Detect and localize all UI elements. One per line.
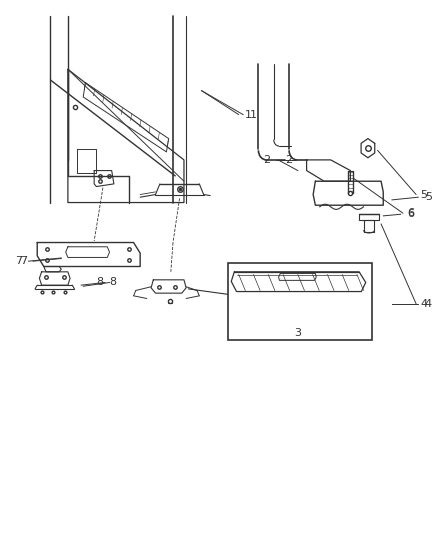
Text: 8: 8: [110, 278, 117, 287]
Text: 4: 4: [420, 299, 427, 309]
Text: 7: 7: [15, 256, 22, 266]
Bar: [228, 263, 372, 340]
Text: 5: 5: [425, 192, 432, 202]
Text: 3: 3: [294, 328, 301, 338]
Text: 2: 2: [285, 155, 292, 165]
Text: 1: 1: [250, 110, 257, 119]
Text: 8: 8: [96, 278, 103, 287]
Text: 4: 4: [425, 299, 432, 309]
Text: 6: 6: [407, 209, 414, 219]
Text: 6: 6: [407, 208, 414, 218]
Text: 1: 1: [245, 110, 252, 119]
Text: 2: 2: [264, 155, 271, 165]
Text: 5: 5: [420, 190, 427, 199]
Text: 7: 7: [20, 256, 27, 266]
